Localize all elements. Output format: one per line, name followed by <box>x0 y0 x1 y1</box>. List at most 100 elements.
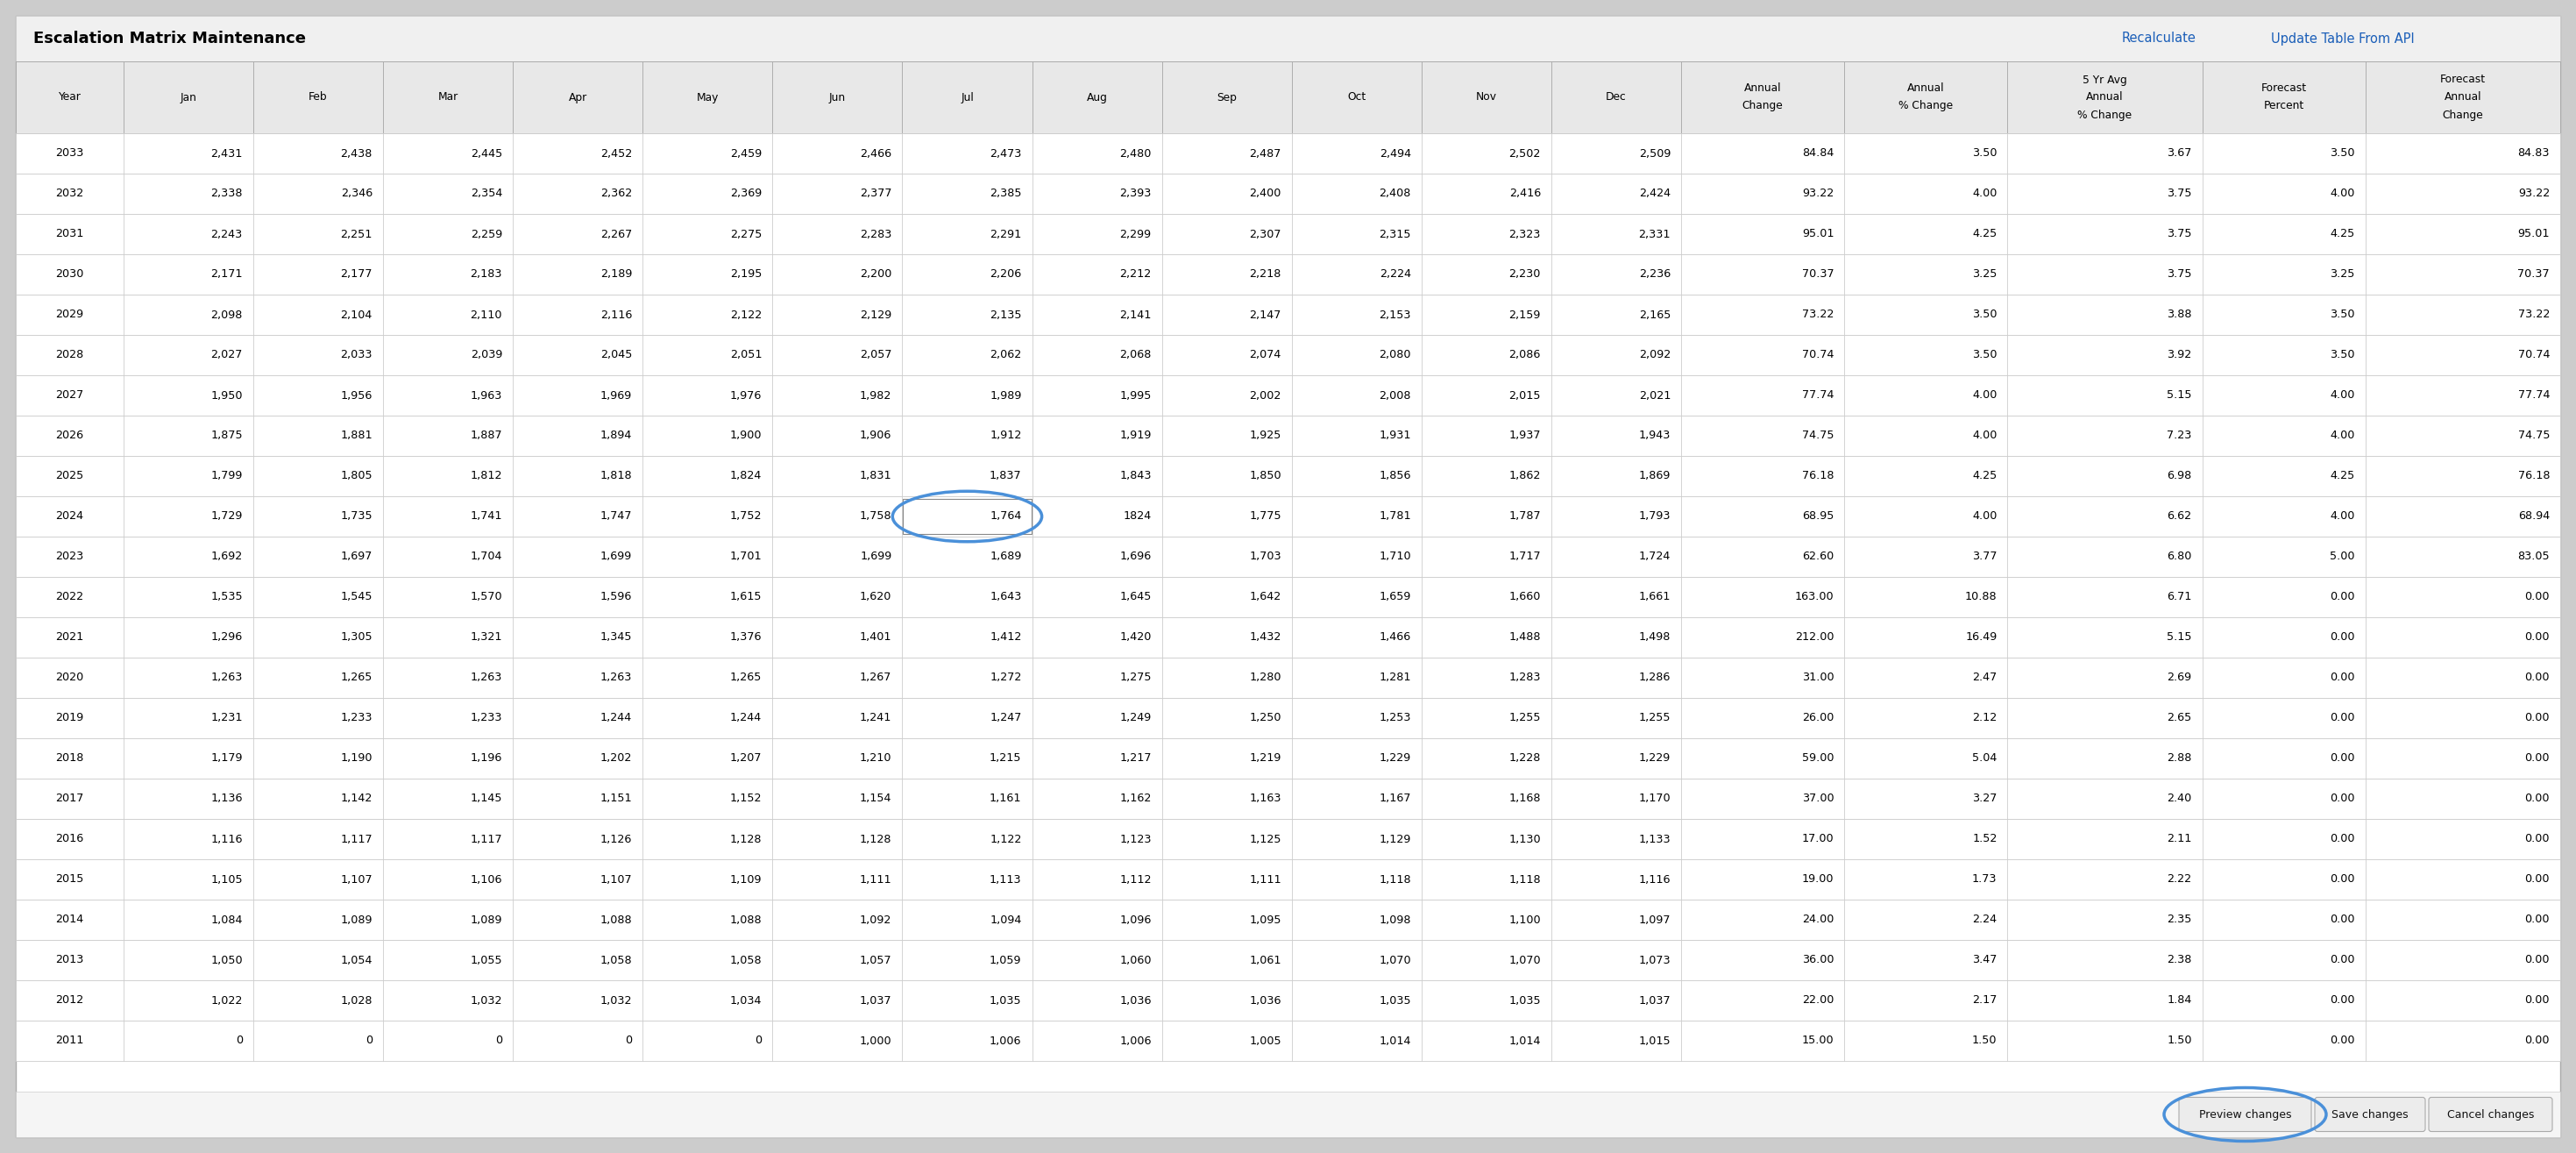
Text: 2,251: 2,251 <box>340 228 374 240</box>
Bar <box>1162 255 1291 295</box>
Text: 1,283: 1,283 <box>1510 672 1540 684</box>
Text: 2,027: 2,027 <box>211 349 242 361</box>
Text: 0.00: 0.00 <box>2331 632 2354 643</box>
Text: 2,338: 2,338 <box>211 188 242 199</box>
Bar <box>1162 980 1291 1020</box>
Text: 3.67: 3.67 <box>2166 148 2192 159</box>
Text: 0.00: 0.00 <box>2524 753 2550 764</box>
Text: 1,881: 1,881 <box>340 430 374 442</box>
Bar <box>1291 576 1422 617</box>
Bar <box>2007 255 2202 295</box>
Text: 1,894: 1,894 <box>600 430 631 442</box>
Bar <box>2365 536 2561 576</box>
Text: 1,058: 1,058 <box>600 955 631 966</box>
Text: 6.80: 6.80 <box>2166 551 2192 563</box>
Text: 1,005: 1,005 <box>1249 1035 1280 1047</box>
Text: Percent: Percent <box>2264 100 2303 112</box>
FancyBboxPatch shape <box>15 496 2561 536</box>
Bar <box>1162 415 1291 455</box>
Text: 2,153: 2,153 <box>1378 309 1412 321</box>
Text: 1,697: 1,697 <box>340 551 374 563</box>
Bar <box>1033 255 1162 295</box>
FancyBboxPatch shape <box>904 499 1030 534</box>
Bar <box>902 255 1033 295</box>
Bar <box>1682 738 1844 778</box>
Bar <box>1291 617 1422 657</box>
Bar <box>384 415 513 455</box>
Text: 1,006: 1,006 <box>989 1035 1023 1047</box>
Bar <box>384 576 513 617</box>
Text: 17.00: 17.00 <box>1801 834 1834 845</box>
Text: 1,831: 1,831 <box>860 470 891 482</box>
Bar <box>641 536 773 576</box>
Text: 2,445: 2,445 <box>471 148 502 159</box>
Bar <box>2007 415 2202 455</box>
Bar <box>2365 576 2561 617</box>
Bar <box>1033 295 1162 334</box>
Text: 1,196: 1,196 <box>471 753 502 764</box>
Bar <box>513 375 641 415</box>
Text: 1,900: 1,900 <box>729 430 762 442</box>
Text: 1,097: 1,097 <box>1638 914 1672 926</box>
Bar <box>2365 899 2561 940</box>
Text: 2.69: 2.69 <box>2166 672 2192 684</box>
Bar <box>513 980 641 1020</box>
Bar <box>252 738 384 778</box>
Text: 83.05: 83.05 <box>2517 551 2550 563</box>
Text: 1,168: 1,168 <box>1510 793 1540 805</box>
Text: 2,141: 2,141 <box>1121 309 1151 321</box>
Text: 2,487: 2,487 <box>1249 148 1280 159</box>
Bar <box>773 214 902 255</box>
Text: 2,033: 2,033 <box>340 349 374 361</box>
Text: 1,689: 1,689 <box>989 551 1023 563</box>
Text: 2,200: 2,200 <box>860 269 891 280</box>
Bar <box>513 61 641 134</box>
Text: 2,218: 2,218 <box>1249 269 1280 280</box>
Text: 0.00: 0.00 <box>2331 874 2354 886</box>
Text: 1,466: 1,466 <box>1378 632 1412 643</box>
Text: 1,167: 1,167 <box>1378 793 1412 805</box>
Text: 3.50: 3.50 <box>1973 349 1996 361</box>
Text: % Change: % Change <box>2079 110 2133 121</box>
Bar <box>2365 334 2561 375</box>
Text: 22.00: 22.00 <box>1803 995 1834 1007</box>
Bar <box>1422 576 1551 617</box>
Bar <box>2202 174 2365 214</box>
Bar <box>1682 617 1844 657</box>
Bar <box>15 334 124 375</box>
Text: 1,717: 1,717 <box>1510 551 1540 563</box>
Bar <box>1033 698 1162 738</box>
Text: 4.25: 4.25 <box>1973 470 1996 482</box>
Bar <box>2007 214 2202 255</box>
Bar <box>384 859 513 899</box>
Bar <box>15 617 124 657</box>
Text: 1,699: 1,699 <box>860 551 891 563</box>
FancyBboxPatch shape <box>15 295 2561 334</box>
Bar <box>15 657 124 698</box>
Bar <box>124 536 252 576</box>
Text: 2,068: 2,068 <box>1121 349 1151 361</box>
Text: 1,856: 1,856 <box>1378 470 1412 482</box>
Bar <box>252 134 384 174</box>
Bar <box>773 1020 902 1061</box>
Bar <box>1162 859 1291 899</box>
Bar <box>1551 738 1682 778</box>
Bar <box>1291 1020 1422 1061</box>
Text: 212.00: 212.00 <box>1795 632 1834 643</box>
Text: 2018: 2018 <box>54 753 85 764</box>
Text: 1,170: 1,170 <box>1638 793 1672 805</box>
Text: 2,473: 2,473 <box>989 148 1023 159</box>
Text: May: May <box>696 91 719 103</box>
Bar <box>384 134 513 174</box>
Bar <box>1844 980 2007 1020</box>
Bar <box>1291 899 1422 940</box>
Text: 1,092: 1,092 <box>860 914 891 926</box>
Text: 1,272: 1,272 <box>989 672 1023 684</box>
Text: 1,162: 1,162 <box>1121 793 1151 805</box>
Text: 2028: 2028 <box>57 349 82 361</box>
Bar <box>1162 455 1291 496</box>
Bar <box>1844 334 2007 375</box>
Text: 1,022: 1,022 <box>211 995 242 1007</box>
FancyBboxPatch shape <box>15 455 2561 496</box>
Bar <box>1844 738 2007 778</box>
